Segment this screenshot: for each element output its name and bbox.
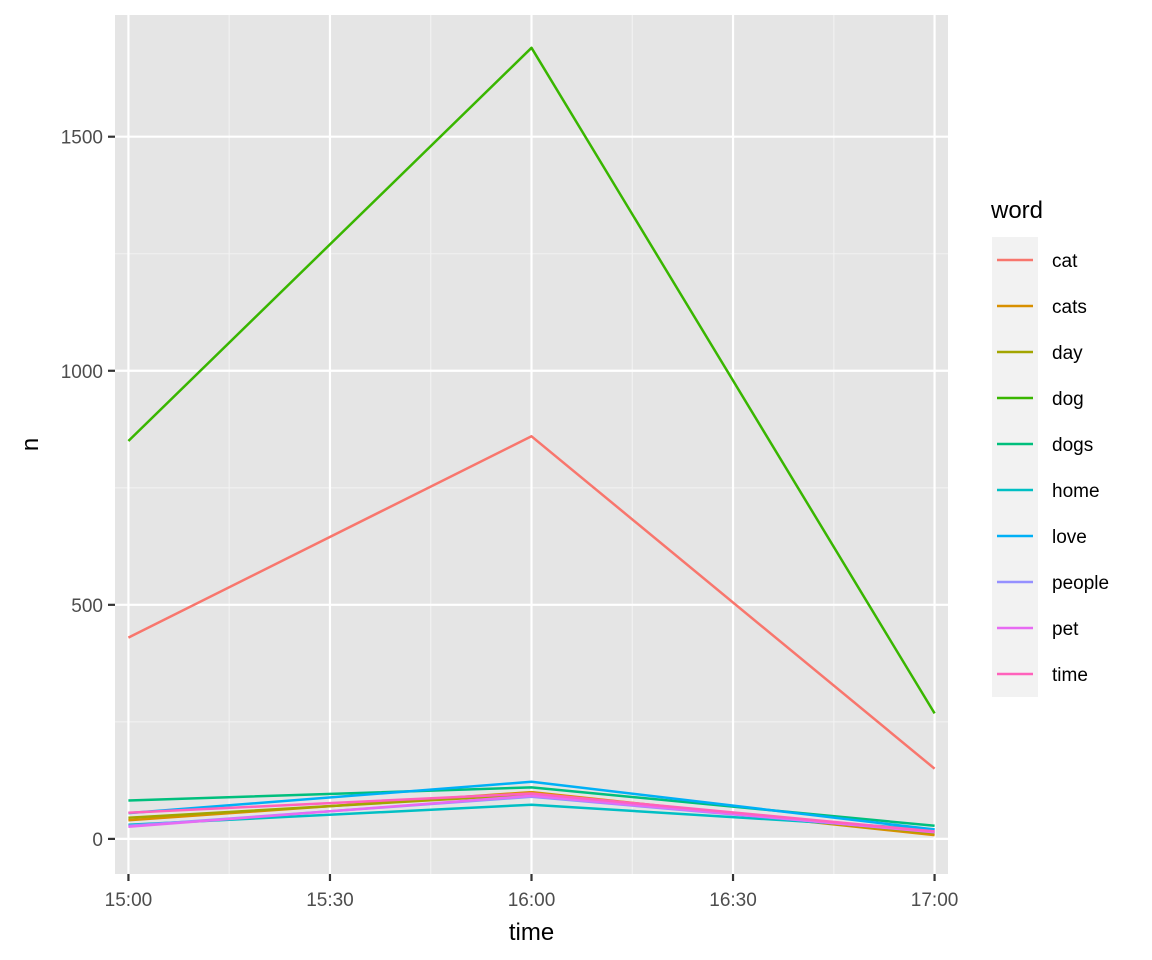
- x-tick-label: 15:00: [105, 890, 153, 911]
- legend-item-home: home: [997, 481, 1100, 502]
- x-tick-label: 16:30: [709, 890, 757, 911]
- y-tick-label: 1000: [61, 362, 103, 383]
- legend-item-dogs: dogs: [997, 435, 1093, 456]
- legend-item-cats: cats: [997, 297, 1087, 318]
- legend-label: dogs: [1052, 435, 1093, 456]
- series-line-dog: [127, 46, 936, 715]
- series-line-cat: [127, 435, 936, 770]
- legend-label: pet: [1052, 619, 1079, 640]
- legend-item-love: love: [997, 527, 1087, 548]
- x-tick-label: 15:30: [306, 890, 354, 911]
- legend-label: cat: [1052, 251, 1078, 272]
- legend-item-pet: pet: [997, 619, 1079, 640]
- x-axis: 15:00 15:30 16:00 16:30 17:00: [105, 874, 959, 911]
- legend-label: home: [1052, 481, 1100, 502]
- legend-item-cat: cat: [997, 251, 1078, 272]
- legend-label: people: [1052, 573, 1109, 594]
- series-line-pet: [128, 794, 935, 834]
- y-axis-title: n: [17, 438, 44, 451]
- y-tick-label: 500: [71, 596, 103, 617]
- y-tick-label: 1500: [61, 128, 103, 149]
- series-lines: [127, 46, 936, 837]
- legend-label: cats: [1052, 297, 1087, 318]
- x-axis-title: time: [509, 919, 554, 946]
- legend-keys-background: [992, 237, 1038, 697]
- major-gridlines: [115, 15, 948, 874]
- legend-item-dog: dog: [997, 389, 1084, 410]
- legend-item-time: time: [997, 665, 1088, 686]
- x-tick-label: 16:00: [508, 890, 556, 911]
- y-tick-label: 0: [92, 830, 103, 851]
- legend-item-day: day: [997, 343, 1083, 364]
- legend-label: dog: [1052, 389, 1084, 410]
- legend-label: love: [1052, 527, 1087, 548]
- legend-item-people: people: [997, 573, 1109, 594]
- legend-label: time: [1052, 665, 1088, 686]
- series-line-time: [128, 792, 935, 833]
- x-tick-label: 17:00: [911, 890, 959, 911]
- series-line-love: [128, 780, 935, 831]
- y-axis: 0 500 1000 1500: [61, 128, 115, 851]
- legend-title: word: [990, 197, 1043, 224]
- legend-label: day: [1052, 343, 1083, 364]
- legend: word cat cats day dog dogs home love people pet t…: [990, 197, 1109, 697]
